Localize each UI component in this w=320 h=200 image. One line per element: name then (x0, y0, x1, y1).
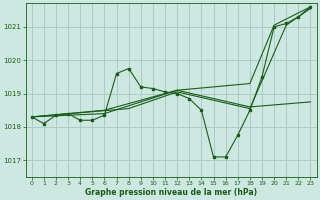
X-axis label: Graphe pression niveau de la mer (hPa): Graphe pression niveau de la mer (hPa) (85, 188, 257, 197)
